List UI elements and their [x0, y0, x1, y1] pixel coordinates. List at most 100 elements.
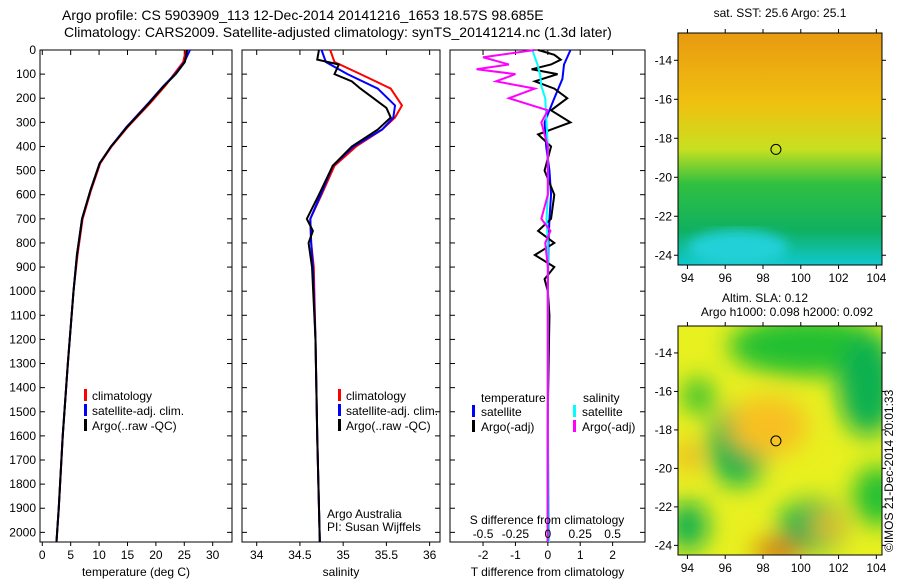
- legend-label: satellite-adj. clim.: [346, 404, 438, 418]
- map-subtitle: Argo h1000: 0.098 h2000: 0.092: [701, 305, 873, 319]
- y-tick-label: 1700: [9, 453, 36, 467]
- y-tick-label: 1900: [9, 501, 36, 515]
- lat-tick-label: -18: [655, 423, 673, 437]
- series-line-argo---raw--qc-: [55, 49, 189, 543]
- x-tick-label: 35: [336, 548, 350, 562]
- annotation-text: Argo Australia: [327, 507, 402, 521]
- legend-swatch: [338, 404, 341, 416]
- map-frame: [677, 325, 883, 556]
- x-tick-label: 36: [423, 548, 437, 562]
- x2-tick-label: 0.5: [604, 527, 621, 541]
- legend-label: Argo(..raw -QC): [92, 419, 177, 433]
- x-tick-label: -1: [510, 548, 521, 562]
- y-tick-label: 200: [16, 91, 36, 105]
- legend-label: climatology: [92, 389, 152, 403]
- y-tick-label: 1100: [10, 308, 36, 322]
- x-axis-label: temperature (deg C): [82, 565, 190, 579]
- x-tick-label: 0: [544, 548, 551, 562]
- y-tick-label: 2000: [9, 525, 36, 539]
- x-tick-label: 30: [206, 548, 220, 562]
- map-field: [678, 326, 882, 555]
- x-tick-label: 5: [67, 548, 74, 562]
- map-title: Altim. SLA: 0.12: [722, 291, 808, 305]
- lon-tick-label: 98: [756, 271, 770, 285]
- legend-label: climatology: [346, 389, 406, 403]
- lat-tick-label: -20: [655, 170, 673, 184]
- x-tick-label: 35.5: [375, 548, 399, 562]
- series-line-argo---raw--qc-: [305, 49, 392, 543]
- lon-tick-label: 98: [756, 561, 770, 575]
- legend-header-temperature: temperature: [481, 391, 546, 405]
- legend-label: satellite: [481, 405, 522, 419]
- y-tick-label: 1600: [9, 429, 36, 443]
- lat-tick-label: -14: [655, 346, 673, 360]
- plot-frame: [39, 49, 233, 543]
- x2-axis-label: S difference from climatology: [470, 513, 625, 527]
- y-tick-label: 700: [16, 212, 36, 226]
- series-line-s-argo--adj-: [476, 49, 552, 542]
- series-line-s-satellite: [531, 49, 551, 543]
- lat-tick-label: -22: [655, 209, 673, 223]
- x-tick-label: 34: [250, 548, 264, 562]
- lon-tick-label: 96: [719, 561, 733, 575]
- salinity-panel: 34 34.5 35 35.5 36 salinity climatologysatelli…: [241, 49, 441, 579]
- series-line-satellite-adj--clim-: [309, 49, 397, 543]
- lat-tick-label: -22: [655, 500, 673, 514]
- argo-location-marker: [770, 143, 782, 155]
- lon-tick-label: 102: [829, 561, 849, 575]
- legend-swatch: [338, 389, 341, 401]
- sst-map: 94 96 98 100 102 104 -14 -16 -18 -20 -22 -24 sat. SS…: [655, 6, 887, 285]
- y-tick-label: 1300: [9, 357, 36, 371]
- legend-swatch: [338, 419, 341, 431]
- x-tick-label: 0: [39, 548, 46, 562]
- plot-frame: [241, 49, 441, 543]
- y-tick-label: 500: [16, 164, 36, 178]
- lon-tick-label: 94: [681, 271, 695, 285]
- title-line-2: Climatology: CARS2009. Satellite-adjuste…: [64, 24, 612, 40]
- lon-tick-label: 104: [866, 271, 886, 285]
- sla-map: 94 96 98 100 102 104 -14 -16 -18 -20 -22 -24 Altim. …: [655, 291, 887, 575]
- x-tick-label: 25: [178, 548, 192, 562]
- x2-tick-label: 0: [544, 527, 551, 541]
- y-tick-label: 400: [16, 139, 36, 153]
- x-tick-label: 34.5: [288, 548, 312, 562]
- lon-tick-label: 100: [791, 561, 811, 575]
- map-field: [678, 33, 882, 265]
- legend-header-salinity: salinity: [583, 391, 620, 405]
- legend-label: satellite-adj. clim.: [92, 404, 184, 418]
- y-tick-label: 100: [16, 67, 36, 81]
- series-line-satellite-adj--clim-: [55, 49, 191, 543]
- x-tick-label: 1: [577, 548, 584, 562]
- y-tick-label: 900: [16, 260, 36, 274]
- credit-text: ©IMOS 21-Dec-2014 20:01:33: [882, 389, 896, 552]
- y-tick-label: 1800: [9, 477, 36, 491]
- y-tick-label: 600: [16, 188, 36, 202]
- legend-swatch: [573, 405, 576, 417]
- legend-label: Argo(-adj): [582, 420, 635, 434]
- x-tick-label: 15: [121, 548, 135, 562]
- lat-tick-label: -24: [655, 248, 673, 262]
- map-title: sat. SST: 25.6 Argo: 25.1: [714, 6, 847, 20]
- x2-tick-label: 0.25: [569, 527, 593, 541]
- map-frame: [677, 32, 883, 266]
- x-axis-label: T difference from climatology: [471, 565, 625, 579]
- x2-tick-label: -0.5: [473, 527, 494, 541]
- argo-location-marker: [770, 435, 782, 447]
- lat-tick-label: -24: [655, 538, 673, 552]
- series-line-climatology: [55, 49, 187, 543]
- legend-swatch: [84, 419, 87, 431]
- lat-tick-label: -18: [655, 131, 673, 145]
- lon-tick-label: 102: [829, 271, 849, 285]
- legend-swatch: [472, 405, 475, 417]
- annotation-text: PI: Susan Wijffels: [327, 520, 421, 534]
- y-tick-label: 1200: [9, 332, 36, 346]
- lon-tick-label: 100: [791, 271, 811, 285]
- lon-tick-label: 96: [719, 271, 733, 285]
- temperature-panel: 0 5 10 15 20 25 30 temperature (deg C) 0 100 200 30…: [9, 43, 233, 579]
- y-tick-label: 1400: [9, 381, 36, 395]
- y-tick-label: 1000: [9, 284, 36, 298]
- legend-swatch: [472, 420, 475, 432]
- lat-tick-label: -16: [655, 384, 673, 398]
